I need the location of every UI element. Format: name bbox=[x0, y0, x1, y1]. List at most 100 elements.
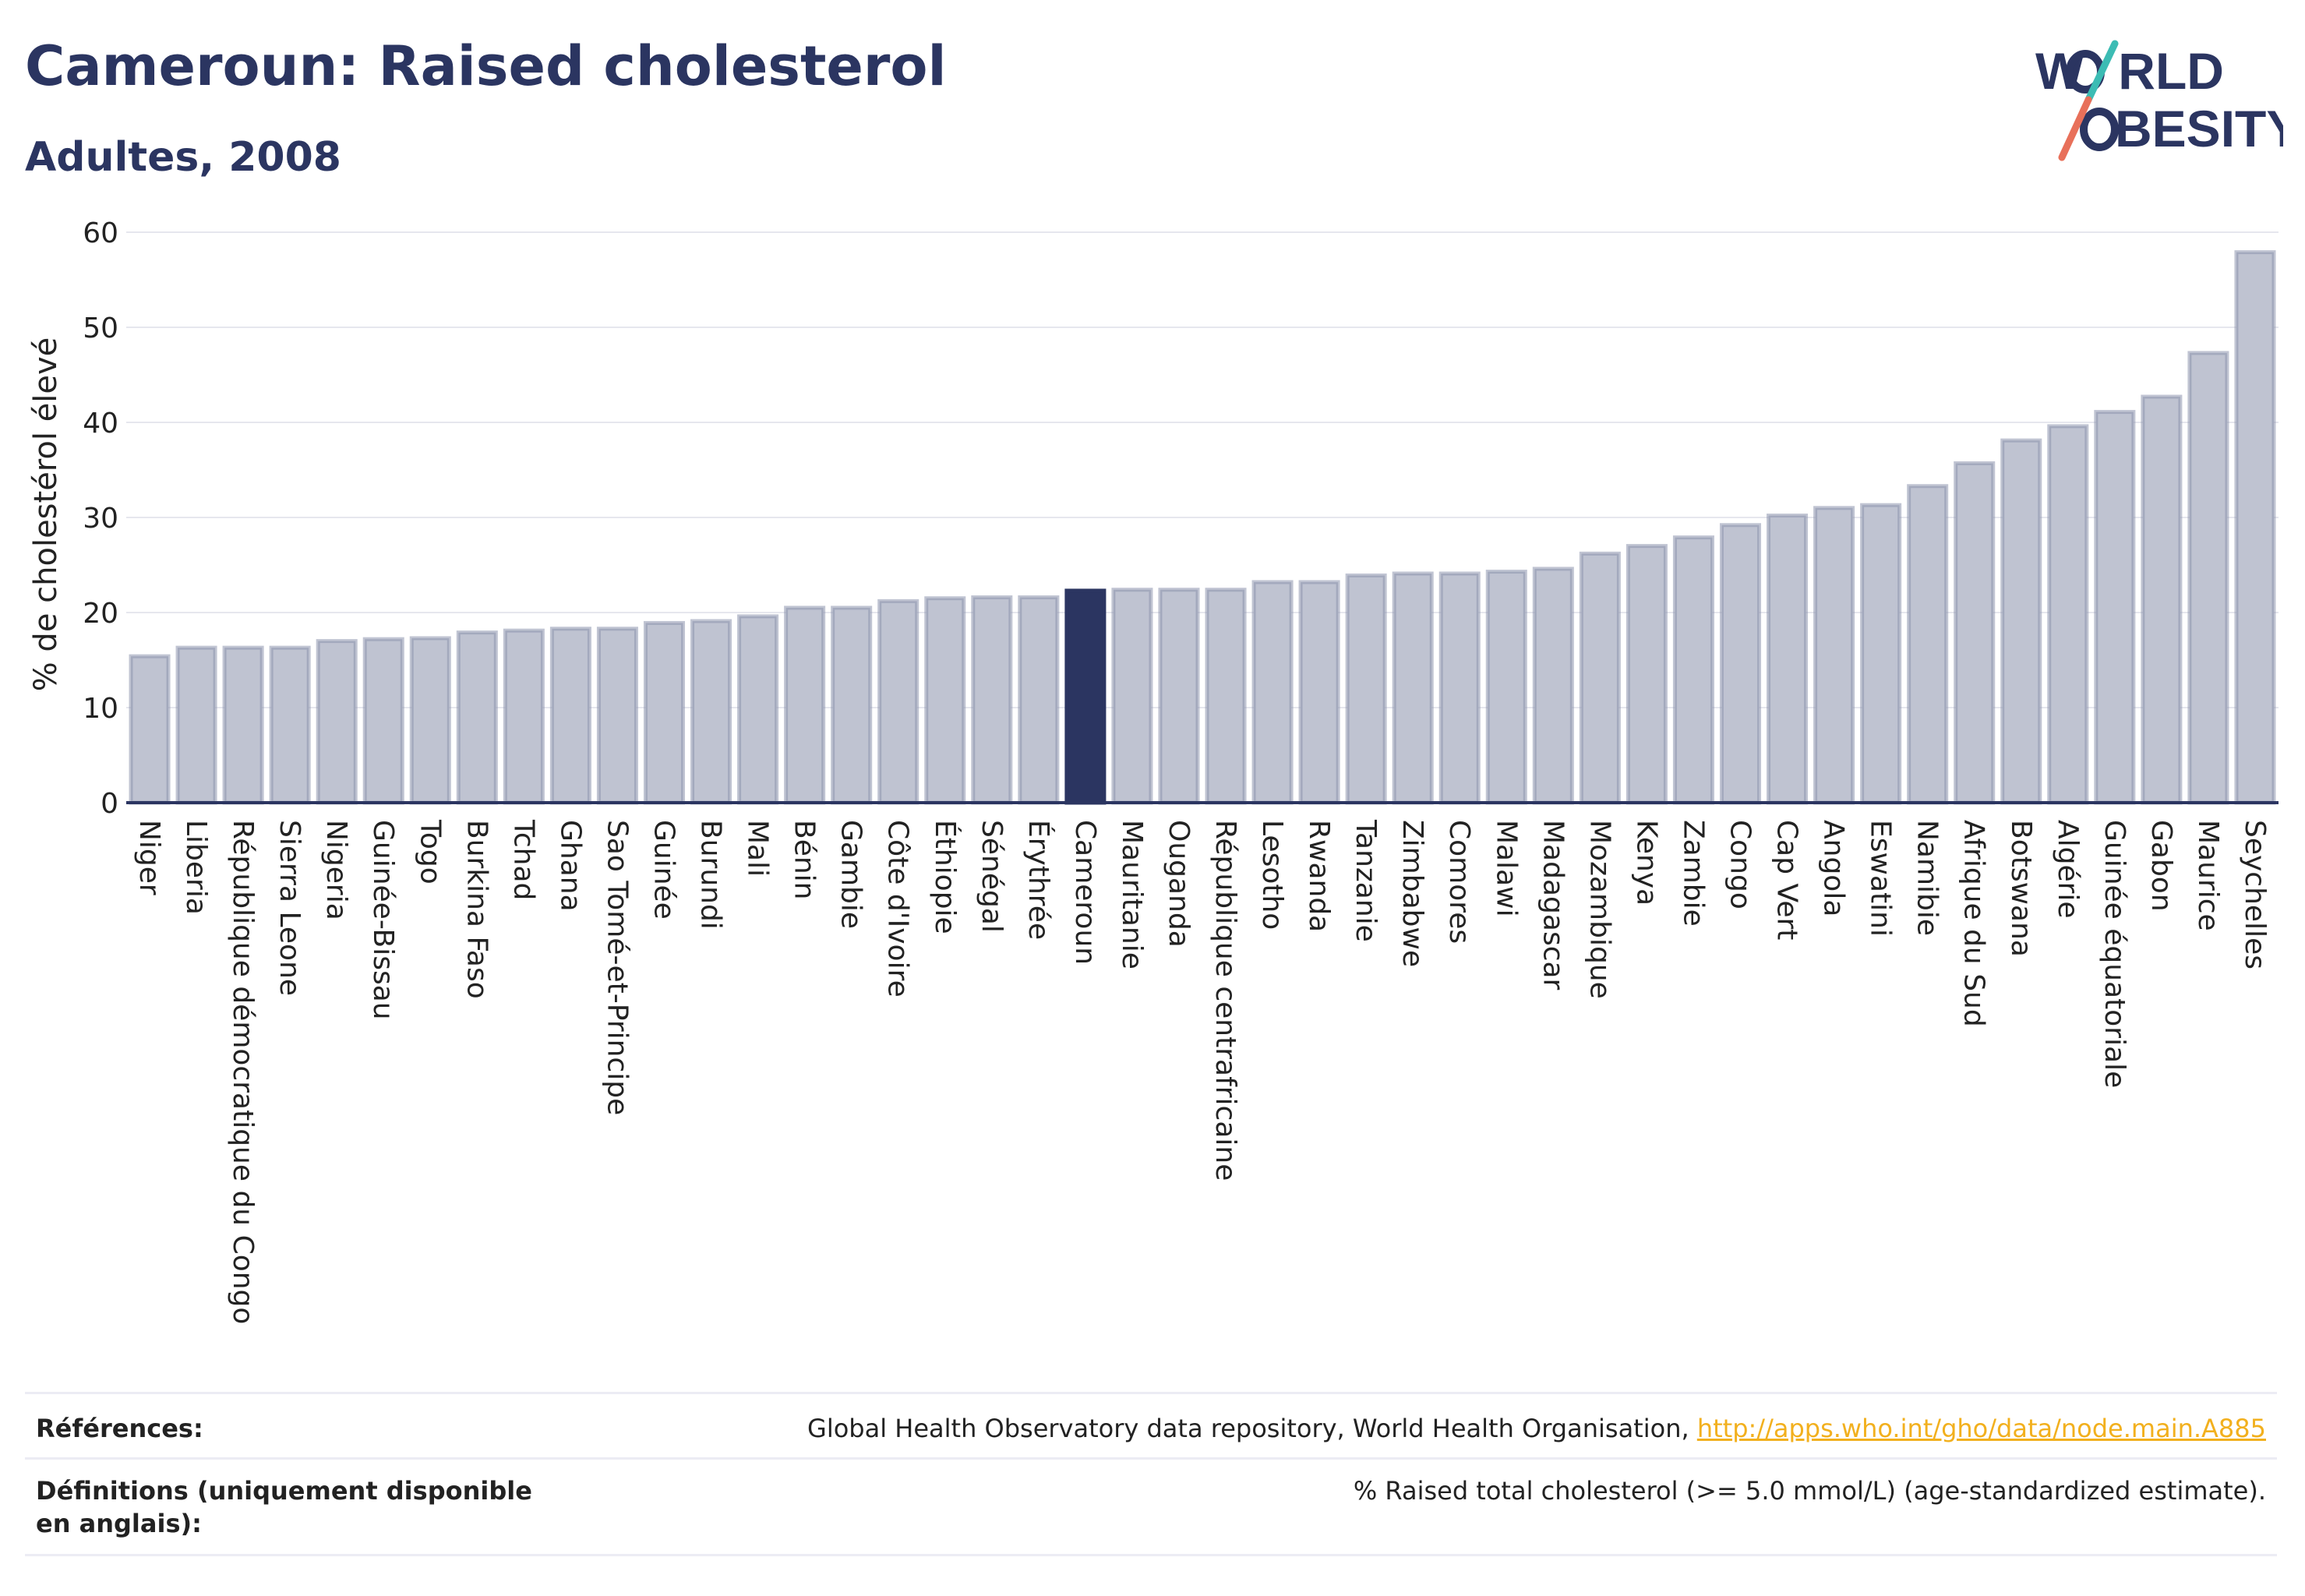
x-tick-label: Gabon bbox=[2145, 820, 2177, 912]
y-axis-label: % de cholestérol élevé bbox=[28, 337, 64, 692]
x-tick-label: Cap Vert bbox=[1771, 820, 1803, 940]
bar bbox=[1205, 588, 1247, 805]
x-tick-label: Côte d'Ivoire bbox=[882, 820, 914, 998]
bar bbox=[2187, 351, 2229, 805]
bar bbox=[222, 645, 264, 805]
bar bbox=[503, 628, 545, 805]
bar bbox=[2047, 424, 2089, 805]
definitions-value: % Raised total cholesterol (>= 5.0 mmol/… bbox=[1353, 1476, 2266, 1506]
bar-chart: 0 10 20 30 40 50 60 Niger Liberia République démo… bbox=[28, 217, 2279, 1324]
references-value: Global Health Observatory data repositor… bbox=[807, 1412, 2266, 1445]
bar bbox=[1485, 570, 1527, 805]
x-tick-label: Comores bbox=[1443, 820, 1475, 944]
x-tick-label: République centrafricaine bbox=[1209, 820, 1241, 1181]
bar bbox=[1064, 588, 1107, 805]
logo-word-obesity: BESITY bbox=[2115, 100, 2283, 157]
x-tick-label: Guinée équatoriale bbox=[2099, 820, 2130, 1088]
x-tick-label: Lesotho bbox=[1256, 820, 1288, 930]
bar bbox=[1018, 595, 1060, 805]
x-tick-label: Burkina Faso bbox=[461, 820, 492, 999]
chart-subtitle: Adultes, 2008 bbox=[25, 134, 341, 181]
x-tick-label: Ghana bbox=[554, 820, 586, 912]
bar bbox=[549, 627, 591, 805]
x-tick-label: Zimbabwe bbox=[1396, 820, 1428, 967]
bar bbox=[596, 627, 638, 805]
x-tick-label: Zambie bbox=[1677, 820, 1709, 927]
y-tick-label: 20 bbox=[83, 598, 118, 630]
bar bbox=[1579, 551, 1621, 805]
x-tick-label: Angola bbox=[1818, 820, 1850, 916]
x-tick-label: Nigeria bbox=[320, 820, 352, 920]
bar bbox=[1158, 588, 1200, 805]
bar bbox=[175, 645, 217, 805]
y-tick-label: 10 bbox=[83, 693, 118, 725]
references-text: Global Health Observatory data repositor… bbox=[807, 1414, 1697, 1443]
y-tick-label: 60 bbox=[83, 217, 118, 249]
bar bbox=[924, 596, 966, 805]
x-tick-label: Namibie bbox=[1911, 820, 1943, 936]
bar bbox=[1392, 571, 1434, 805]
bar bbox=[1251, 580, 1294, 805]
axes: 0 10 20 30 40 50 60 Niger Liberia République démo… bbox=[83, 217, 2279, 1324]
bar bbox=[456, 630, 498, 805]
bar bbox=[971, 595, 1013, 805]
bar bbox=[129, 654, 171, 805]
x-tick-label: Malawi bbox=[1490, 820, 1522, 917]
footer-divider-bottom bbox=[25, 1554, 2277, 1556]
x-tick-label: Liberia bbox=[180, 820, 212, 915]
bar bbox=[362, 637, 404, 805]
definitions-label: Définitions (uniquement disponible en an… bbox=[36, 1476, 532, 1538]
bar bbox=[690, 619, 732, 805]
x-tick-label: Eswatini bbox=[1865, 820, 1897, 937]
bar bbox=[316, 639, 358, 805]
bar bbox=[1626, 544, 1668, 805]
bar bbox=[269, 645, 311, 805]
x-tick-label: République démocratique du Congo bbox=[227, 820, 259, 1324]
x-tick-label: Guinée bbox=[648, 820, 680, 920]
bar bbox=[1813, 506, 1855, 805]
bar bbox=[737, 614, 779, 805]
references-row: Références: Global Health Observatory da… bbox=[25, 1412, 2277, 1459]
bar bbox=[1111, 588, 1153, 805]
bar bbox=[784, 606, 826, 805]
bar bbox=[643, 620, 686, 805]
x-tick-label: Ouganda bbox=[1163, 820, 1195, 948]
bar bbox=[2141, 394, 2183, 805]
bar bbox=[2094, 410, 2136, 805]
logo-o-bottom bbox=[2080, 108, 2119, 151]
bar bbox=[1767, 514, 1809, 805]
bar bbox=[1672, 535, 1714, 805]
bar bbox=[831, 606, 873, 805]
x-tick-label: Burundi bbox=[695, 820, 727, 930]
bars bbox=[129, 250, 2276, 805]
bar bbox=[877, 598, 920, 805]
bar bbox=[1719, 523, 1762, 805]
bar bbox=[1438, 571, 1481, 805]
logo-slash-teal bbox=[2084, 40, 2119, 104]
bar bbox=[1860, 503, 1902, 805]
references-link[interactable]: http://apps.who.int/gho/data/node.main.A… bbox=[1696, 1414, 2266, 1443]
x-tick-label: Sao Tomé-et-Principe bbox=[601, 820, 633, 1115]
bar bbox=[1907, 484, 1949, 805]
x-tick-label: Érythrée bbox=[1022, 820, 1055, 940]
x-tick-label: Seychelles bbox=[2239, 820, 2271, 969]
bar bbox=[1532, 567, 1574, 805]
bar bbox=[1298, 580, 1340, 805]
x-tick-label: Tanzanie bbox=[1350, 819, 1382, 942]
x-tick-label: Maurice bbox=[2192, 820, 2224, 931]
references-label: Références: bbox=[36, 1414, 203, 1443]
bar bbox=[2000, 438, 2042, 805]
x-tick-label: Sierra Leone bbox=[274, 820, 305, 996]
bar bbox=[2234, 250, 2276, 805]
world-obesity-logo: W RLD BESITY bbox=[2035, 40, 2283, 161]
x-tick-label: Botswana bbox=[2005, 820, 2037, 957]
footer-divider-middle bbox=[25, 1457, 2277, 1460]
x-tick-label: Mali bbox=[742, 820, 774, 877]
bar bbox=[1954, 461, 1996, 805]
bar bbox=[1345, 573, 1387, 805]
x-tick-label: Guinée-Bissau bbox=[367, 820, 399, 1020]
logo-word-world: W RLD bbox=[2035, 42, 2224, 100]
x-tick-label: Sénégal bbox=[976, 820, 1008, 933]
y-tick-label: 30 bbox=[83, 503, 118, 535]
y-tick-label: 50 bbox=[83, 312, 118, 344]
